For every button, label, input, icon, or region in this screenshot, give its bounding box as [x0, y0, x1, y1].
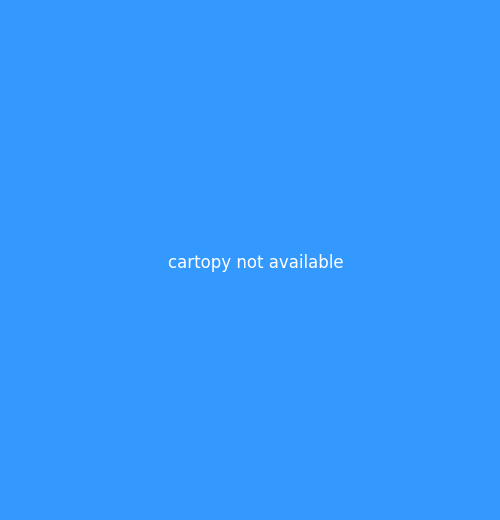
Text: cartopy not available: cartopy not available: [168, 254, 344, 271]
